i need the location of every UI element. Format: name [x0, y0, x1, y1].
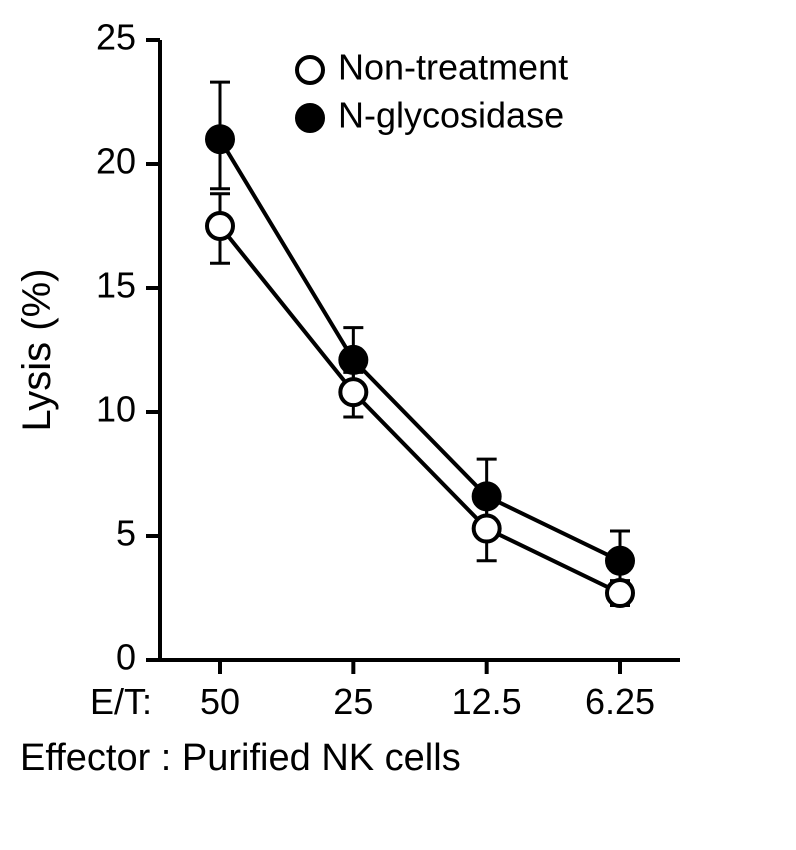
data-marker — [474, 483, 500, 509]
effector-label: Effector : Purified NK cells — [20, 737, 461, 779]
data-marker — [474, 516, 500, 542]
data-marker — [607, 548, 633, 574]
data-marker — [207, 126, 233, 152]
data-marker — [607, 580, 633, 606]
series-line — [220, 226, 620, 593]
legend-label: Non-treatment — [338, 47, 568, 88]
y-tick-label: 0 — [116, 637, 136, 678]
x-tick-label: 6.25 — [585, 681, 655, 722]
data-marker — [207, 213, 233, 239]
x-tick-label: 25 — [333, 681, 373, 722]
legend-label: N-glycosidase — [338, 95, 564, 136]
legend-marker — [297, 57, 323, 83]
y-tick-label: 10 — [96, 389, 136, 430]
y-tick-label: 20 — [96, 141, 136, 182]
y-tick-label: 5 — [116, 513, 136, 554]
lysis-chart: 0 5 10 15 20 25 Lysis (%) 50 25 12.5 6.25 E/T: Effec… — [0, 0, 796, 850]
x-tick-label: 50 — [200, 681, 240, 722]
legend-marker — [297, 105, 323, 131]
y-tick-label: 25 — [96, 17, 136, 58]
y-axis-label: Lysis (%) — [15, 269, 59, 432]
data-marker — [340, 379, 366, 405]
series-line — [220, 139, 620, 561]
x-axis-prefix: E/T: — [90, 681, 152, 722]
data-marker — [340, 347, 366, 373]
x-tick-label: 12.5 — [452, 681, 522, 722]
y-tick-label: 15 — [96, 265, 136, 306]
